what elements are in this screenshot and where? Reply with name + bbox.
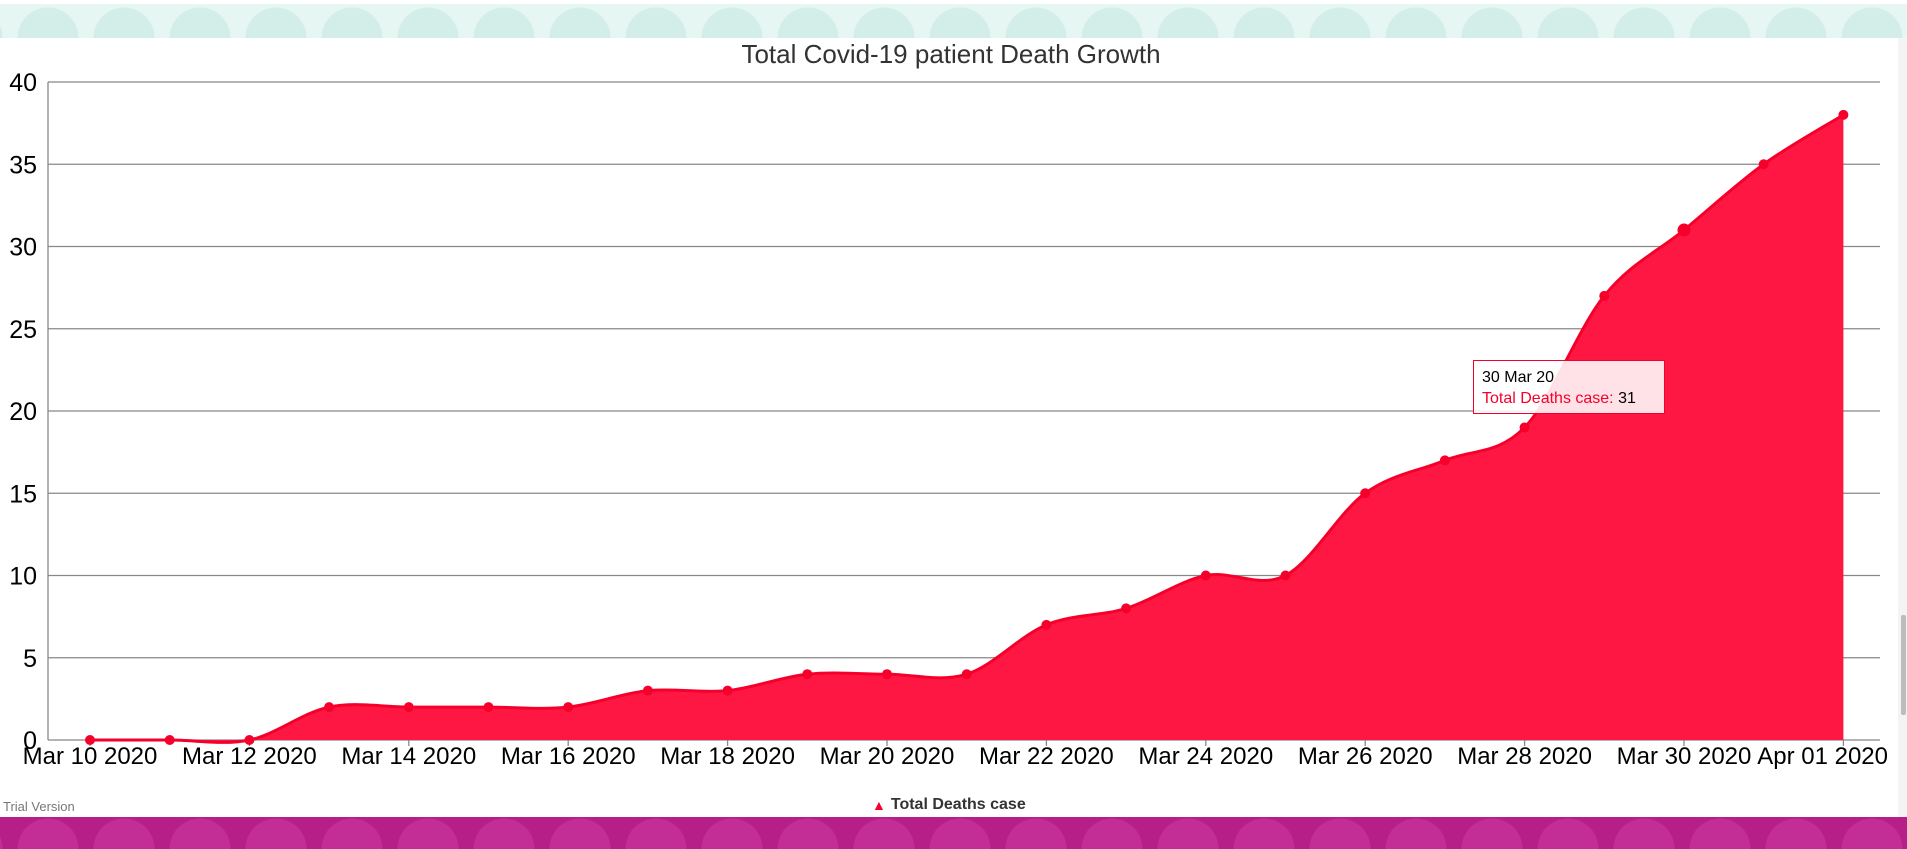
data-point[interactable] [403, 702, 414, 713]
tooltip-date: 30 Mar 20 [1482, 369, 1555, 386]
data-point[interactable] [961, 669, 972, 680]
x-tick-label: Mar 30 2020 [1617, 743, 1752, 770]
y-tick-label: 30 [9, 234, 37, 262]
x-tick-label: Mar 12 2020 [182, 743, 317, 770]
scrollbar-track[interactable] [1898, 38, 1907, 817]
scrollbar-thumb[interactable] [1901, 615, 1906, 715]
data-point[interactable] [802, 669, 813, 680]
decorative-top-band [0, 0, 1907, 38]
data-point[interactable] [722, 685, 733, 696]
x-tick-label: Mar 24 2020 [1138, 743, 1273, 770]
data-point[interactable] [1758, 159, 1769, 170]
x-tick-label: Mar 26 2020 [1298, 743, 1433, 770]
legend-label: Total Deaths case [890, 796, 1026, 813]
data-point[interactable] [324, 702, 335, 713]
data-point[interactable] [1677, 223, 1691, 237]
area-fill [90, 114, 1844, 743]
data-point[interactable] [642, 685, 653, 696]
data-tooltip: 30 Mar 20 Total Deaths case: 31 [1473, 360, 1665, 414]
y-tick-label: 40 [9, 69, 37, 97]
x-tick-label: Mar 28 2020 [1457, 743, 1592, 770]
y-axis-ticks: 0 5 10 15 20 25 30 35 40 [9, 69, 37, 755]
data-point[interactable] [1041, 619, 1052, 630]
x-tick-label: Mar 18 2020 [660, 743, 795, 770]
data-point[interactable] [882, 669, 892, 680]
y-tick-label: 20 [9, 398, 37, 426]
data-point[interactable] [1439, 455, 1450, 466]
x-tick-label: Mar 20 2020 [820, 743, 955, 770]
triangle-icon: ▲ [872, 797, 886, 813]
x-axis-ticks: Mar 10 2020 Mar 12 2020 Mar 14 2020 Mar 16 … [23, 740, 1888, 770]
x-tick-label: Apr 01 2020 [1757, 743, 1888, 770]
y-tick-label: 25 [9, 316, 37, 344]
data-point[interactable] [1360, 488, 1371, 499]
chart-title: Total Covid-19 patient Death Growth [741, 39, 1160, 69]
data-point[interactable] [483, 702, 494, 713]
data-point[interactable] [1519, 422, 1530, 433]
x-tick-label: Mar 14 2020 [341, 743, 476, 770]
x-tick-label: Mar 10 2020 [23, 743, 158, 770]
decorative-bottom-band [0, 817, 1907, 849]
x-tick-label: Mar 22 2020 [979, 743, 1114, 770]
data-point[interactable] [1838, 109, 1849, 120]
tooltip-series-label: Total Deaths case: [1482, 390, 1614, 407]
y-tick-label: 5 [23, 645, 37, 673]
y-tick-label: 35 [9, 151, 37, 179]
data-point[interactable] [164, 735, 175, 745]
data-point[interactable] [563, 702, 574, 713]
data-point[interactable] [1200, 570, 1211, 581]
data-point[interactable] [85, 735, 95, 745]
tooltip-value: 31 [1618, 390, 1636, 407]
data-point[interactable] [1280, 570, 1291, 581]
data-point[interactable] [1121, 603, 1132, 614]
data-points [85, 109, 1849, 745]
y-tick-label: 0 [23, 727, 37, 755]
chart-legend[interactable]: ▲ Total Deaths case [872, 796, 1026, 814]
data-point[interactable] [1599, 290, 1610, 301]
series-total-deaths [89, 113, 1845, 744]
x-tick-label: Mar 16 2020 [501, 743, 636, 770]
data-point[interactable] [244, 735, 255, 745]
y-tick-label: 10 [9, 563, 37, 591]
y-tick-label: 15 [9, 480, 37, 508]
trial-version-label: Trial Version [3, 799, 75, 814]
